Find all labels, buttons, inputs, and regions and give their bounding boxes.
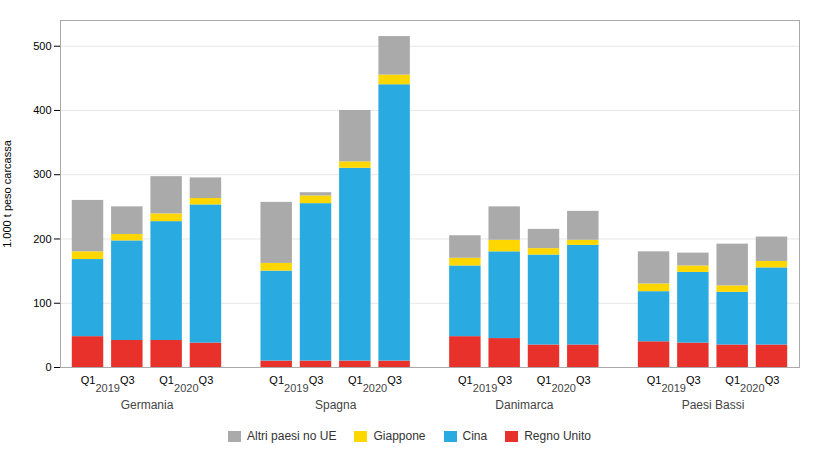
svg-text:Q1: Q1 [537, 374, 552, 386]
svg-text:Q3: Q3 [309, 374, 324, 386]
svg-text:Paesi Bassi: Paesi Bassi [682, 398, 745, 412]
svg-text:Q1: Q1 [348, 374, 363, 386]
svg-text:500: 500 [33, 40, 51, 52]
svg-text:Danimarca: Danimarca [495, 398, 553, 412]
svg-text:Q3: Q3 [199, 374, 214, 386]
svg-text:Spagna: Spagna [315, 398, 357, 412]
svg-text:2019: 2019 [661, 382, 685, 394]
svg-text:Q1: Q1 [458, 374, 473, 386]
svg-text:2019: 2019 [284, 382, 308, 394]
svg-text:400: 400 [33, 104, 51, 116]
svg-text:Q3: Q3 [497, 374, 512, 386]
svg-text:2020: 2020 [174, 382, 198, 394]
html-text:Altri paesi no UE: Altri paesi no UE [247, 429, 337, 443]
svg-text:Q1: Q1 [725, 374, 740, 386]
svg-text:2020: 2020 [363, 382, 387, 394]
svg-text:Q3: Q3 [686, 374, 701, 386]
svg-text:Q1: Q1 [647, 374, 662, 386]
svg-text:200: 200 [33, 233, 51, 245]
svg-text:Q3: Q3 [387, 374, 402, 386]
svg-text:Q1: Q1 [81, 374, 96, 386]
svg-text:Q3: Q3 [120, 374, 135, 386]
svg-text:2019: 2019 [95, 382, 119, 394]
svg-text:Q1: Q1 [269, 374, 284, 386]
svg-text:100: 100 [33, 297, 51, 309]
html-text:Giappone: Giappone [373, 429, 426, 443]
svg-text:0: 0 [45, 361, 51, 373]
svg-text:300: 300 [33, 168, 51, 180]
svg-text:2020: 2020 [740, 382, 764, 394]
html-text:Cina: Cina [462, 429, 488, 443]
svg-text:Germania: Germania [121, 398, 174, 412]
html-text:Regno Unito: Regno Unito [524, 429, 591, 443]
svg-text:Q1: Q1 [159, 374, 174, 386]
svg-text:Q3: Q3 [576, 374, 591, 386]
svg-text:2019: 2019 [473, 382, 497, 394]
svg-text:2020: 2020 [551, 382, 575, 394]
svg-text:Q3: Q3 [765, 374, 780, 386]
svg-text:1.000 t peso carcassa: 1.000 t peso carcassa [1, 139, 13, 248]
